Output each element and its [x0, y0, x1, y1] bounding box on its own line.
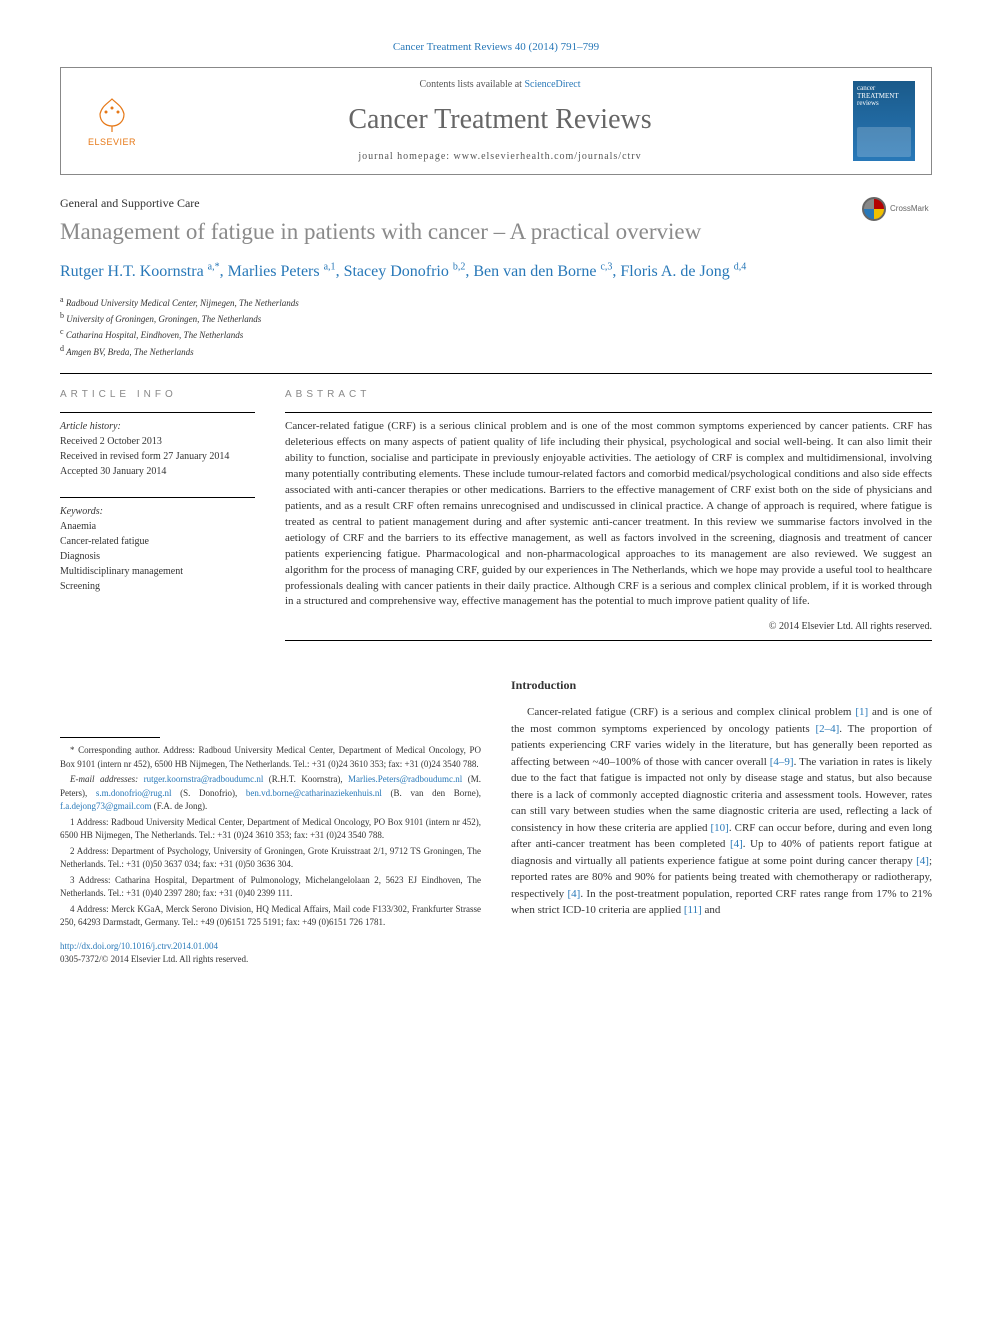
doi-link[interactable]: http://dx.doi.org/10.1016/j.ctrv.2014.01…: [60, 941, 218, 951]
homepage-prefix: journal homepage:: [358, 151, 453, 162]
ref-link[interactable]: [4]: [567, 888, 580, 900]
address-footnote: 1 Address: Radboud University Medical Ce…: [60, 816, 481, 843]
address-footnote: 3 Address: Catharina Hospital, Departmen…: [60, 874, 481, 901]
info-heading: ARTICLE INFO: [60, 388, 255, 402]
affiliation-mark: d: [60, 344, 64, 353]
keywords-block: Keywords: AnaemiaCancer-related fatigueD…: [60, 504, 255, 594]
elsevier-logo: ELSEVIER: [77, 86, 147, 156]
journal-header: ELSEVIER Contents lists available at Sci…: [60, 67, 932, 174]
header-center: Contents lists available at ScienceDirec…: [163, 78, 837, 163]
left-column: * Corresponding author. Address: Radboud…: [60, 677, 481, 965]
ref-link[interactable]: [2–4]: [815, 723, 839, 735]
body-columns: * Corresponding author. Address: Radboud…: [60, 677, 932, 965]
ref-link[interactable]: [10]: [711, 822, 729, 834]
footnotes: * Corresponding author. Address: Radboud…: [60, 744, 481, 930]
info-divider: [60, 497, 255, 498]
corresponding-author: * Corresponding author. Address: Radboud…: [60, 744, 481, 771]
history-line: Accepted 30 January 2014: [60, 464, 255, 479]
author-marks: b,2: [453, 261, 466, 272]
address-footnote: 4 Address: Merck KGaA, Merck Serono Divi…: [60, 903, 481, 930]
author: Marlies Peters a,1: [228, 263, 336, 280]
ref-link[interactable]: [1]: [855, 706, 868, 718]
affiliation: c Catharina Hospital, Eindhoven, The Net…: [60, 326, 932, 342]
contents-prefix: Contents lists available at: [419, 79, 524, 90]
article-head: CrossMark General and Supportive Care Ma…: [60, 195, 932, 360]
emails-label: E-mail addresses:: [70, 774, 144, 784]
abstract-heading: ABSTRACT: [285, 388, 932, 402]
crossmark-label: CrossMark: [890, 203, 929, 214]
abstract-text: Cancer-related fatigue (CRF) is a seriou…: [285, 419, 932, 610]
publisher-name: ELSEVIER: [88, 136, 136, 149]
affiliation-mark: c: [60, 327, 64, 336]
divider: [60, 373, 932, 374]
keyword: Cancer-related fatigue: [60, 534, 255, 549]
journal-cover-thumb: cancer TREATMENT reviews: [853, 81, 915, 161]
affiliation-mark: a: [60, 295, 64, 304]
history-line: Received in revised form 27 January 2014: [60, 449, 255, 464]
author: Rutger H.T. Koornstra a,*: [60, 263, 220, 280]
history-block: Article history: Received 2 October 2013…: [60, 419, 255, 479]
address-footnote: 2 Address: Department of Psychology, Uni…: [60, 845, 481, 872]
ref-link[interactable]: [4]: [730, 838, 743, 850]
journal-name: Cancer Treatment Reviews: [163, 100, 837, 139]
author-marks: a,1: [324, 261, 336, 272]
ref-link[interactable]: [4]: [916, 855, 929, 867]
contents-line: Contents lists available at ScienceDirec…: [163, 78, 837, 92]
sciencedirect-link[interactable]: ScienceDirect: [524, 79, 580, 90]
crossmark-icon: [862, 197, 886, 221]
affiliation-mark: b: [60, 311, 64, 320]
email-addresses: E-mail addresses: rutger.koornstra@radbo…: [60, 773, 481, 814]
introduction-text: Cancer-related fatigue (CRF) is a seriou…: [511, 704, 932, 919]
ref-link[interactable]: [4–9]: [770, 756, 794, 768]
email-link[interactable]: f.a.dejong73@gmail.com: [60, 801, 152, 811]
keyword: Screening: [60, 579, 255, 594]
cover-image-placeholder: [857, 127, 911, 157]
article-type: General and Supportive Care: [60, 195, 932, 212]
info-divider: [60, 412, 255, 413]
author-marks: c,3: [600, 261, 612, 272]
right-column: Introduction Cancer-related fatigue (CRF…: [511, 677, 932, 965]
homepage-line: journal homepage: www.elsevierhealth.com…: [163, 150, 837, 164]
introduction-heading: Introduction: [511, 677, 932, 694]
author: Floris A. de Jong d,4: [620, 263, 746, 280]
keyword: Multidisciplinary management: [60, 564, 255, 579]
cover-title: cancer TREATMENT reviews: [857, 85, 911, 108]
abstract-divider: [285, 412, 932, 413]
affiliations: a Radboud University Medical Center, Nij…: [60, 294, 932, 360]
keyword: Anaemia: [60, 519, 255, 534]
abstract-copyright: © 2014 Elsevier Ltd. All rights reserved…: [285, 620, 932, 634]
affiliation: b University of Groningen, Groningen, Th…: [60, 310, 932, 326]
affiliation: d Amgen BV, Breda, The Netherlands: [60, 343, 932, 359]
crossmark-badge[interactable]: CrossMark: [862, 189, 932, 229]
article-title: Management of fatigue in patients with c…: [60, 217, 932, 247]
elsevier-tree-icon: [92, 94, 132, 134]
history-label: Article history:: [60, 419, 255, 434]
email-link[interactable]: Marlies.Peters@radboudumc.nl: [348, 774, 462, 784]
abstract-column: ABSTRACT Cancer-related fatigue (CRF) is…: [285, 388, 932, 647]
affiliation: a Radboud University Medical Center, Nij…: [60, 294, 932, 310]
author: Ben van den Borne c,3: [473, 263, 612, 280]
issn-copyright: 0305-7372/© 2014 Elsevier Ltd. All right…: [60, 953, 481, 966]
ref-link[interactable]: [11]: [684, 904, 702, 916]
email-link[interactable]: s.m.donofrio@rug.nl: [96, 788, 172, 798]
author-marks: d,4: [734, 261, 747, 272]
homepage-url[interactable]: www.elsevierhealth.com/journals/ctrv: [454, 151, 642, 162]
article-info: ARTICLE INFO Article history: Received 2…: [60, 388, 255, 647]
keyword: Diagnosis: [60, 549, 255, 564]
abstract-divider-bottom: [285, 640, 932, 641]
citation: Cancer Treatment Reviews 40 (2014) 791–7…: [60, 40, 932, 55]
doi-line: http://dx.doi.org/10.1016/j.ctrv.2014.01…: [60, 940, 481, 953]
history-line: Received 2 October 2013: [60, 434, 255, 449]
author: Stacey Donofrio b,2: [344, 263, 466, 280]
keywords-label: Keywords:: [60, 504, 255, 519]
email-link[interactable]: rutger.koornstra@radboudumc.nl: [144, 774, 264, 784]
email-link[interactable]: ben.vd.borne@catharinaziekenhuis.nl: [246, 788, 382, 798]
info-abstract-row: ARTICLE INFO Article history: Received 2…: [60, 388, 932, 647]
authors-line: Rutger H.T. Koornstra a,*, Marlies Peter…: [60, 259, 932, 283]
author-marks: a,*: [208, 261, 220, 272]
footnotes-rule: [60, 737, 160, 738]
